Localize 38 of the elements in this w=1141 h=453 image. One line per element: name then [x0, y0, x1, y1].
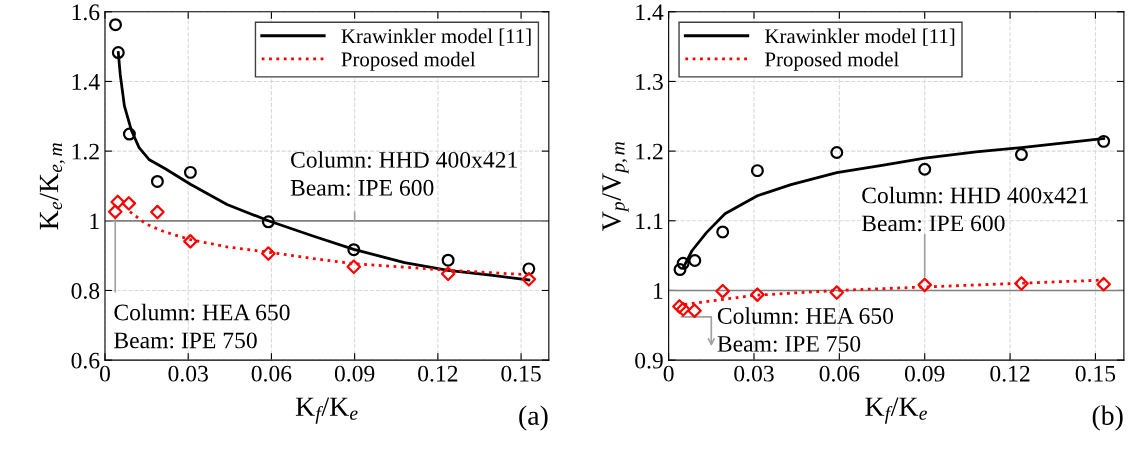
x-tick-label: 0.03 — [734, 365, 774, 382]
legend-label: Proposed model — [765, 51, 899, 71]
legend-label: Krawinkler model [11] — [765, 28, 955, 46]
y-tick-label: 0.6 — [71, 352, 100, 369]
legend-label: Krawinkler model [11] — [341, 28, 531, 46]
x-tick-label: 0.06 — [819, 365, 860, 382]
y-tick-label: 1.2 — [72, 143, 99, 160]
x-tick-label: 0 — [663, 365, 674, 382]
x-tick-label: 0.09 — [334, 365, 375, 382]
x-tick-label: 0.09 — [904, 365, 945, 382]
text: (b) — [1092, 405, 1123, 431]
annotation: Column: HHD 400x421 Beam: IPE 600 — [861, 186, 1089, 232]
x-axis-title: K$_{f}$/K$_{e}$ — [865, 397, 927, 424]
y-tick-label: 1.4 — [72, 74, 100, 90]
y-tick-label: 1.1 — [636, 213, 663, 230]
annotation: Column: HEA 650 Beam: IPE 750 — [114, 303, 290, 349]
y-tick-label: 1.6 — [72, 4, 100, 21]
y-tick-label: 1 — [654, 283, 663, 299]
y-tick-label: 1.4 — [636, 4, 664, 21]
x-tick-label: 0.03 — [168, 365, 208, 382]
legend-label: Proposed model — [341, 51, 476, 71]
x-tick-label: 0 — [99, 365, 110, 382]
text: (a) — [519, 405, 548, 431]
x-tick-label: 0.12 — [990, 365, 1030, 382]
y-tick-label: 1.2 — [636, 143, 663, 160]
x-tick-label: 0.12 — [418, 365, 458, 382]
y-tick-label: 0.8 — [71, 282, 100, 299]
x-tick-label: 0.15 — [501, 365, 541, 382]
y-axis-title: K$_{e}$/K$_{e,m}$ — [39, 143, 65, 230]
x-tick-label: 0.15 — [1075, 365, 1116, 382]
y-tick-label: 1 — [90, 213, 99, 229]
annotation: Column: HHD 400x421 Beam: IPE 600 — [290, 151, 517, 196]
y-axis-title: V$_{p}$/V$_{p,m}$ — [602, 142, 629, 232]
annotation: Column: HEA 650 Beam: IPE 750 — [717, 307, 894, 352]
x-axis-title: K$_{f}$/K$_{e}$ — [295, 397, 358, 424]
y-tick-label: 1.3 — [636, 74, 663, 90]
y-tick-label: 0.9 — [635, 352, 663, 369]
x-tick-label: 0.06 — [251, 365, 292, 382]
